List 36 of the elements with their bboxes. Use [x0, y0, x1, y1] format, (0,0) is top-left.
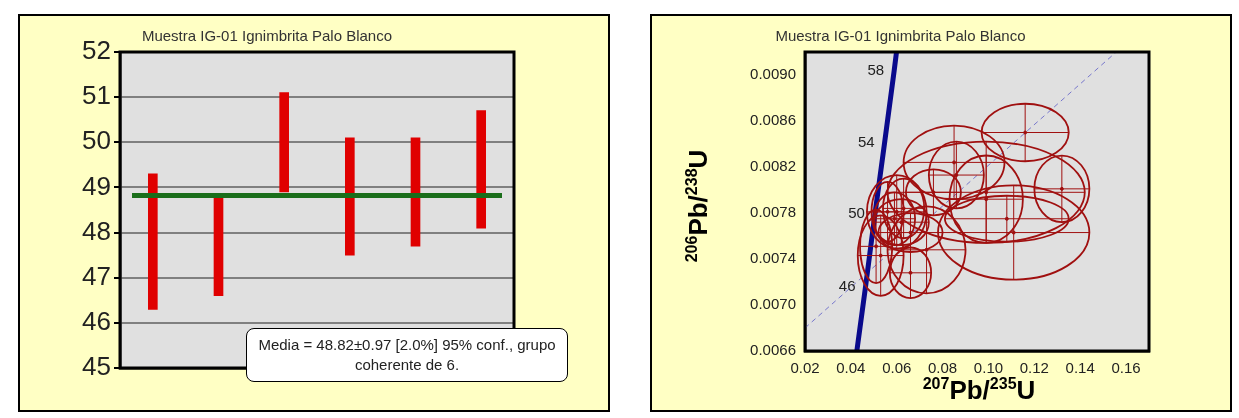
y-tick-label: 46	[82, 306, 111, 337]
annotation: 50	[848, 204, 865, 222]
y-tick-label: 0.0078	[750, 203, 796, 221]
chart-title: Muestra IG-01 Ignimbrita Palo Blanco	[141, 27, 393, 45]
y-tick-label: 50	[82, 125, 111, 156]
bar	[345, 137, 355, 256]
x-tick-label: 0.16	[1111, 359, 1141, 377]
x-tick-label: 0.14	[1065, 359, 1095, 377]
chart-title: Muestra IG-01 Ignimbrita Palo Blanco	[775, 27, 1026, 45]
bar	[279, 92, 289, 193]
y-tick-label: 0.0066	[750, 341, 796, 359]
y-tick-label: 0.0070	[750, 295, 796, 313]
y-tick-label: 45	[82, 351, 111, 382]
y-tick-label: 49	[82, 170, 111, 201]
x-tick-label: 0.06	[882, 359, 912, 377]
annotation: 46	[838, 276, 856, 294]
bar	[213, 196, 224, 297]
x-tick-label: 0.02	[790, 359, 820, 377]
x-tick-label: 0.10	[973, 359, 1004, 377]
x-axis-title: $^{207}$Pb/$^{235}$U	[922, 375, 1036, 406]
y-tick-label: 52	[82, 35, 111, 66]
y-tick-label: 0.0082	[750, 157, 796, 175]
y-tick-label: 0.0086	[750, 111, 796, 129]
x-tick-label: 0.04	[836, 359, 866, 377]
annotation: 54	[857, 132, 875, 150]
y-tick-label: 47	[82, 260, 111, 291]
y-tick-label: 0.0074	[750, 249, 796, 267]
annotation: Media = 48.82±0.97 [2.0%] 95% conf., grupo coherente de 6.	[246, 328, 568, 382]
x-tick-label: 0.12	[1019, 359, 1049, 377]
bar	[476, 110, 486, 229]
annotation: 58	[867, 60, 885, 78]
y-tick-label: 0.0090	[750, 65, 796, 83]
bar	[148, 173, 158, 310]
y-tick-label: 51	[82, 80, 111, 111]
y-tick-label: 48	[82, 215, 111, 246]
x-tick-label: 0.08	[928, 359, 958, 377]
